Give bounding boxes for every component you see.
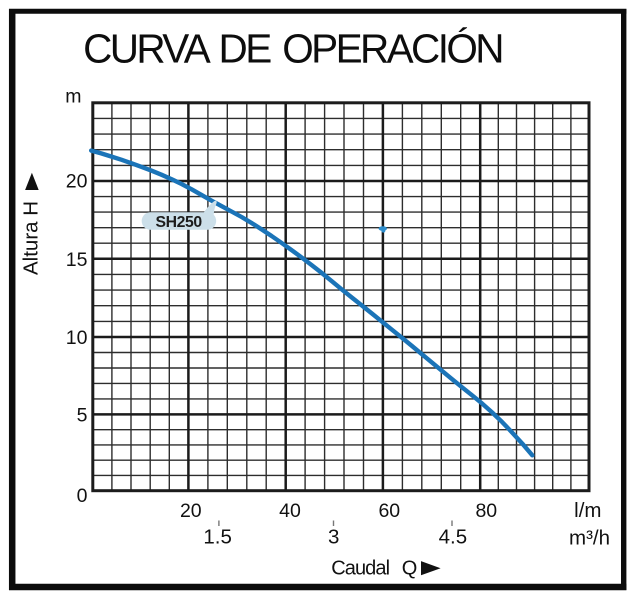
svg-text:SH250: SH250 <box>155 214 202 231</box>
svg-text:3: 3 <box>328 526 339 549</box>
svg-text:Caudal: Caudal <box>331 558 389 580</box>
svg-text:40: 40 <box>279 500 301 522</box>
svg-text:10: 10 <box>66 327 88 349</box>
svg-text:4.5: 4.5 <box>439 526 468 549</box>
svg-text:20: 20 <box>66 171 88 193</box>
svg-text:15: 15 <box>66 249 88 271</box>
svg-text:20: 20 <box>180 500 202 522</box>
svg-text:0: 0 <box>77 485 88 507</box>
svg-text:Altura H: Altura H <box>20 201 43 275</box>
svg-text:CURVA DE OPERACIÓN: CURVA DE OPERACIÓN <box>83 26 502 72</box>
svg-text:m³/h: m³/h <box>569 527 610 550</box>
svg-text:l/m: l/m <box>574 499 601 522</box>
svg-text:60: 60 <box>378 500 400 522</box>
svg-text:Q: Q <box>402 558 418 580</box>
svg-text:80: 80 <box>475 500 497 522</box>
svg-text:5: 5 <box>77 405 88 427</box>
svg-text:m: m <box>65 86 81 108</box>
svg-text:1.5: 1.5 <box>203 526 232 549</box>
